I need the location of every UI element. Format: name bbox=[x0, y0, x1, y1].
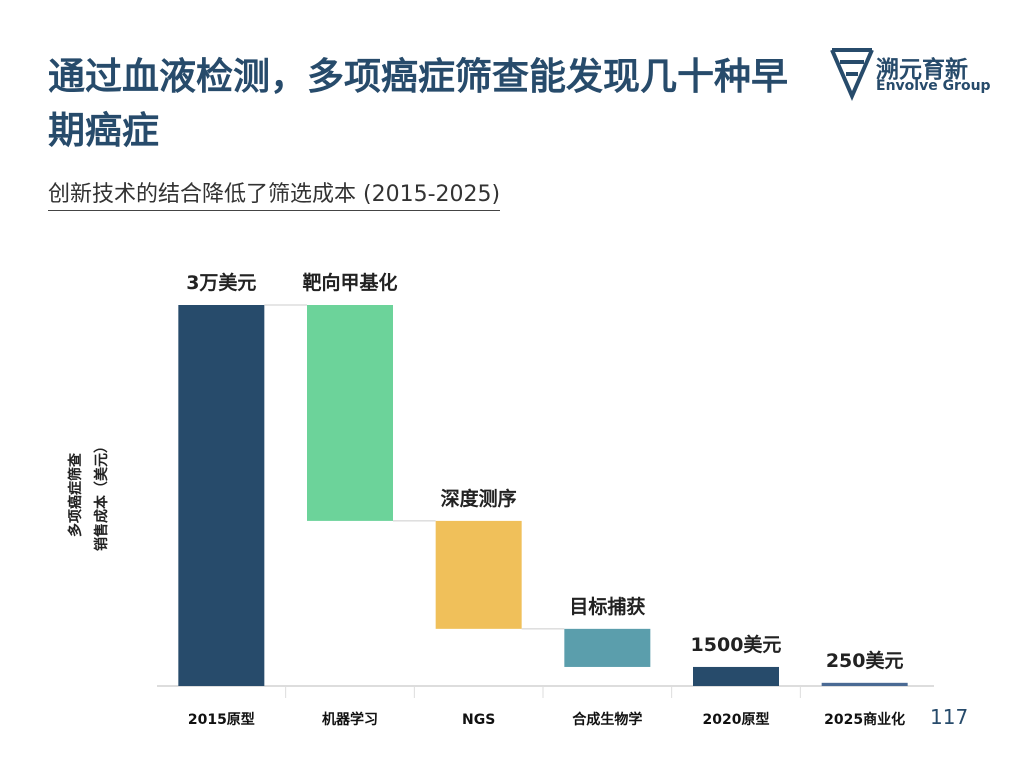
x-tick-label: 2025商业化 bbox=[824, 711, 905, 728]
bar-label: 深度测序 bbox=[441, 487, 517, 510]
logo-sub: Envolve Group bbox=[876, 78, 991, 94]
y-axis-label: 多项癌症筛查 bbox=[67, 452, 84, 537]
x-tick-label: 2020原型 bbox=[703, 711, 770, 728]
bar bbox=[564, 628, 651, 667]
bar-label: 250美元 bbox=[826, 649, 904, 672]
y-axis-label: 销售成本（美元） bbox=[93, 439, 110, 551]
x-tick-label: NGS bbox=[462, 712, 495, 728]
logo: 溯元育新 bbox=[876, 57, 968, 83]
bar-label: 3万美元 bbox=[186, 271, 256, 294]
bar bbox=[307, 305, 393, 521]
subtitle: 创新技术的结合降低了筛选成本 (2015-2025) bbox=[48, 176, 501, 211]
x-tick-label: 机器学习 bbox=[322, 711, 378, 728]
page-number: 117 bbox=[930, 705, 969, 729]
x-tick-label: 2015原型 bbox=[188, 711, 255, 728]
logo-icon bbox=[830, 48, 874, 102]
bar bbox=[435, 520, 522, 629]
bar-label: 1500美元 bbox=[691, 633, 782, 656]
title: 通过血液检测，多项癌症筛查能发现几十种早期癌症 bbox=[48, 55, 788, 152]
bar-label: 靶向甲基化 bbox=[302, 271, 397, 294]
bar bbox=[821, 682, 908, 686]
x-tick-label: 合成生物学 bbox=[572, 711, 642, 728]
bar bbox=[178, 305, 265, 686]
bar bbox=[693, 666, 779, 686]
bar-label: 目标捕获 bbox=[569, 595, 645, 618]
